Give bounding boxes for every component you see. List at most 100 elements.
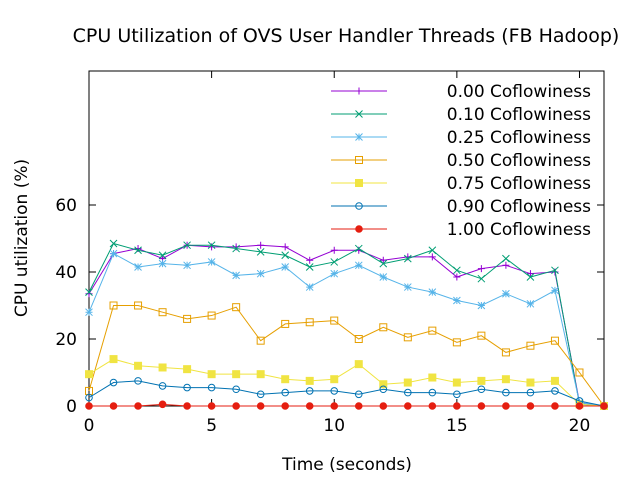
circle-marker — [354, 390, 363, 399]
circle-marker — [379, 385, 388, 394]
filled-square-marker — [330, 375, 339, 384]
legend-item: 0.10 Coflowiness — [331, 105, 591, 125]
legend-label: 0.50 Coflowiness — [447, 151, 591, 171]
y-tick-label: 40 — [55, 263, 77, 283]
filled-circle-marker — [256, 402, 265, 410]
x-tick-label: 20 — [569, 416, 591, 436]
x-tick-label: 0 — [84, 416, 95, 436]
y-tick-label: 0 — [66, 397, 77, 417]
filled-square-marker — [526, 378, 535, 387]
series-6 — [85, 400, 608, 410]
circle-marker — [281, 388, 289, 397]
plus-marker — [257, 241, 265, 249]
x-marker — [428, 246, 437, 255]
legend-label: 0.75 Coflowiness — [447, 174, 591, 194]
x-marker — [232, 244, 240, 253]
asterisk-marker — [428, 288, 437, 296]
asterisk-marker — [158, 259, 167, 268]
asterisk-marker — [502, 289, 510, 298]
filled-square-marker — [354, 360, 363, 369]
square-marker — [452, 338, 461, 347]
asterisk-marker — [232, 271, 240, 280]
plus-marker — [477, 265, 485, 273]
filled-square-marker — [183, 365, 192, 374]
legend-item: 0.25 Coflowiness — [331, 128, 591, 148]
filled-square-marker — [379, 380, 388, 389]
plus-marker — [281, 243, 289, 251]
square-marker — [428, 326, 437, 335]
legend: 0.00 Coflowiness 0.10 Coflowiness 0.25 Cof… — [331, 82, 591, 240]
series-line — [89, 403, 604, 407]
filled-square-marker — [109, 355, 118, 364]
square-marker — [477, 331, 486, 340]
filled-circle-marker — [502, 402, 510, 410]
legend-label: 0.25 Coflowiness — [447, 128, 591, 148]
plus-marker — [306, 256, 314, 264]
circle-marker — [256, 390, 265, 399]
plus-marker — [330, 246, 338, 254]
x-marker — [403, 254, 412, 263]
y-axis-label: CPU utilization (%) — [12, 159, 32, 317]
asterisk-marker — [281, 263, 290, 271]
square-marker — [281, 319, 290, 328]
plus-marker — [453, 273, 461, 281]
filled-circle-marker — [575, 402, 584, 410]
plus-marker — [428, 253, 436, 261]
filled-square-marker — [403, 378, 412, 387]
x-marker — [354, 244, 363, 253]
chart-title: CPU Utilization of OVS User Handler Thre… — [73, 25, 620, 47]
circle-marker — [477, 385, 486, 394]
asterisk-marker — [355, 133, 363, 141]
legend-label: 0.10 Coflowiness — [447, 105, 591, 125]
asterisk-marker — [526, 299, 535, 308]
circle-marker — [134, 377, 142, 385]
asterisk-marker — [477, 301, 486, 310]
filled-square-marker — [452, 378, 461, 387]
circle-marker — [183, 383, 191, 392]
x-marker — [379, 259, 388, 268]
x-marker — [183, 241, 191, 250]
x-marker — [355, 110, 363, 118]
circle-marker — [404, 388, 412, 397]
square-marker — [232, 303, 241, 312]
asterisk-marker — [256, 269, 265, 278]
square-marker — [109, 301, 118, 310]
legend-label: 1.00 Coflowiness — [447, 220, 591, 240]
asterisk-marker — [330, 269, 339, 278]
circle-marker — [158, 382, 167, 390]
asterisk-marker — [207, 258, 216, 266]
square-marker — [575, 368, 584, 377]
circle-marker — [551, 387, 559, 395]
filled-circle-marker — [428, 402, 437, 410]
circle-marker — [453, 390, 461, 399]
square-marker — [403, 333, 412, 342]
filled-circle-marker — [109, 402, 118, 410]
x-marker — [330, 258, 339, 266]
filled-square-marker — [428, 373, 437, 382]
filled-square-marker — [281, 375, 290, 384]
filled-circle-marker — [379, 402, 388, 410]
filled-square-marker — [256, 370, 265, 379]
plus-marker — [502, 261, 510, 269]
legend-item: 0.00 Coflowiness — [331, 82, 591, 102]
circle-marker — [109, 378, 118, 387]
x-axis-label: Time (seconds) — [281, 455, 412, 475]
square-marker — [158, 308, 167, 317]
filled-square-marker — [305, 376, 314, 385]
filled-circle-marker — [158, 400, 167, 409]
legend-item: 0.50 Coflowiness — [331, 151, 591, 171]
x-marker — [85, 288, 93, 296]
x-marker — [256, 248, 265, 256]
series-line — [88, 252, 605, 407]
filled-circle-marker — [600, 402, 608, 410]
asterisk-marker — [354, 261, 363, 270]
square-marker — [134, 301, 143, 310]
square-marker — [354, 335, 363, 343]
filled-square-marker — [501, 375, 510, 384]
circle-marker — [428, 388, 437, 397]
plus-marker — [526, 270, 534, 278]
filled-circle-marker — [207, 402, 216, 410]
square-marker — [183, 314, 192, 323]
x-marker — [453, 266, 461, 275]
asterisk-marker — [379, 273, 388, 281]
